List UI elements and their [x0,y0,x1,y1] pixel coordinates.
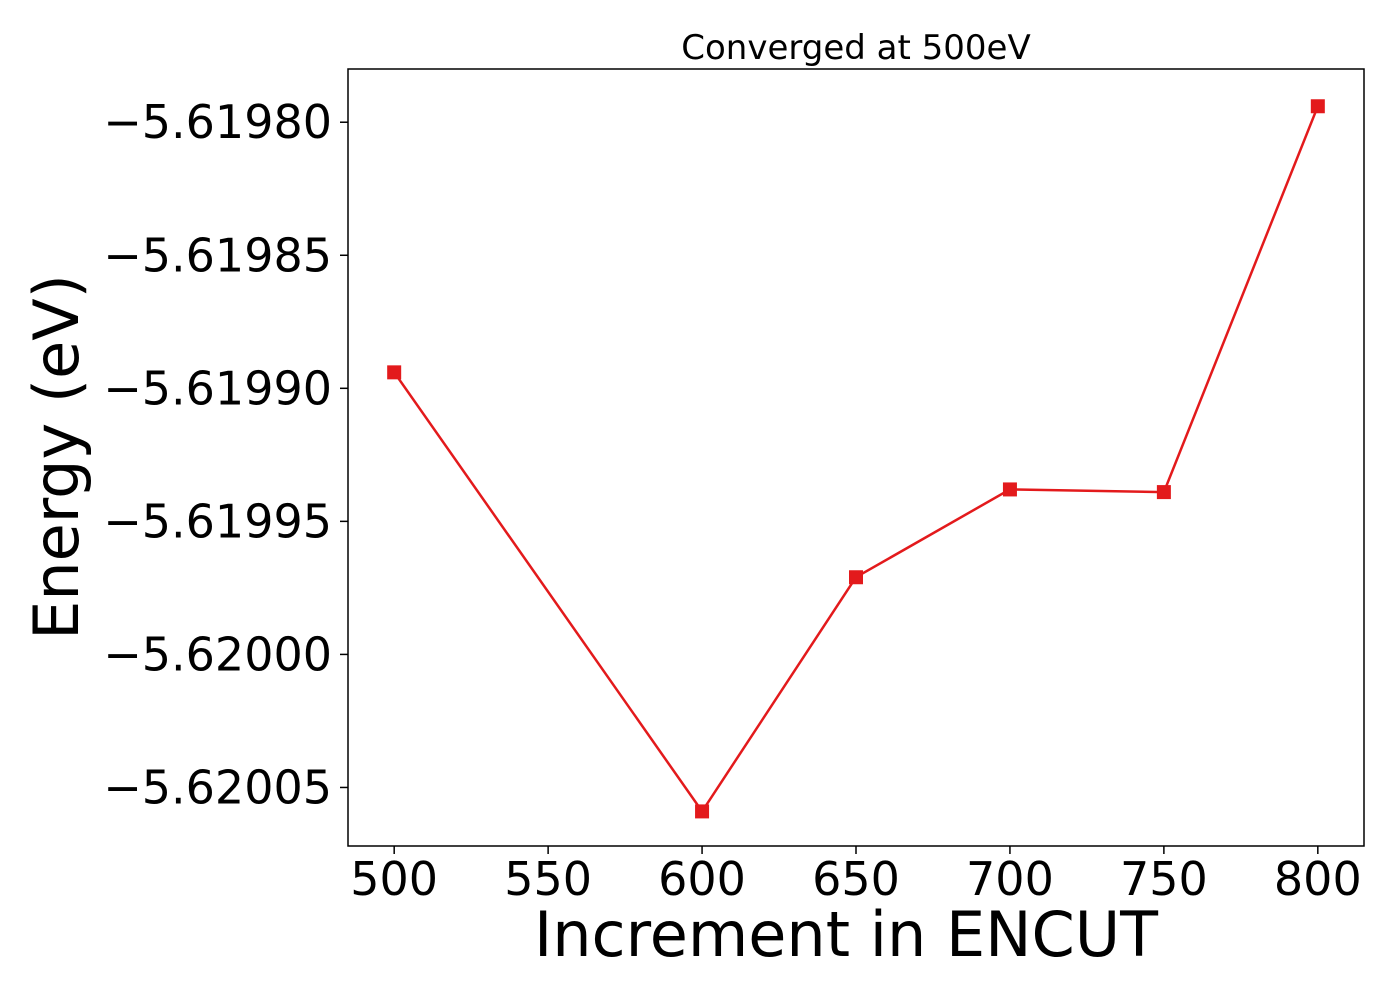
series-layer [387,99,1325,819]
x-tick-label: 800 [1274,852,1362,906]
data-point-marker [1002,482,1017,497]
y-tick-label: −5.62005 [103,760,332,814]
data-point-marker [849,570,863,585]
y-tick-label: −5.61980 [103,95,332,149]
y-axis-title: Energy (eV) [20,274,93,640]
plot-frame [347,68,1365,847]
chart-title: Converged at 500eV [681,28,1030,68]
x-tick-label: 500 [350,852,438,906]
y-tick-label: −5.61990 [103,361,332,415]
y-tick-label: −5.61995 [103,494,332,548]
y-tick-label: −5.62000 [103,627,332,681]
x-tick-label: 600 [658,852,746,906]
data-point-marker [1156,485,1171,500]
series-line [393,105,1319,814]
x-tick-label: 700 [966,852,1054,906]
data-point-marker [1310,99,1325,114]
x-tick-label: 750 [1120,852,1208,906]
data-point-marker [387,365,402,380]
x-tick-label: 650 [812,852,900,906]
x-axis-title: Increment in ENCUT [534,898,1159,971]
y-axis-ticks: −5.61980 −5.61985 −5.61990 −5.61995 −5.62000… [103,95,348,814]
x-tick-label: 550 [504,852,592,906]
data-point-marker [695,804,710,819]
x-axis-ticks: 500 550 600 650 700 750 800 [350,846,1362,906]
y-tick-label: −5.61985 [103,228,332,282]
